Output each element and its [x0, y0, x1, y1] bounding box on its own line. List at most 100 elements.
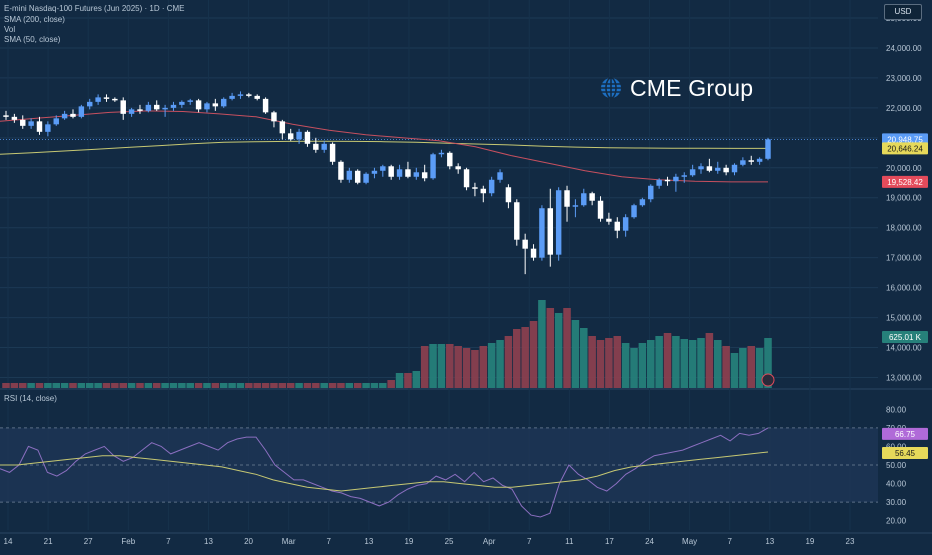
logo-text: CME Group [630, 74, 754, 101]
volume-tag-bg [882, 331, 928, 343]
candle-body [371, 170, 378, 174]
volume-bar [621, 343, 630, 388]
candle-body [36, 121, 43, 132]
time-tick-label: 19 [404, 537, 413, 546]
candle-body [673, 176, 679, 182]
time-tick-label: 25 [445, 537, 454, 546]
candle-body [564, 190, 570, 207]
time-tick-label: 7 [527, 537, 532, 546]
volume-bar [69, 383, 77, 388]
candle-body [70, 113, 76, 117]
candle-body [279, 121, 286, 134]
rsi-tag: 66.75 [895, 430, 916, 439]
volume-bar [697, 338, 705, 388]
volume-bar [345, 383, 354, 388]
volume-bar [479, 346, 488, 388]
volume-bar [462, 348, 471, 388]
price-tick-label: 14,000.00 [886, 344, 922, 353]
volume-bar [420, 346, 429, 388]
time-tick-label: 13 [204, 537, 213, 546]
candle-body [103, 97, 110, 99]
volume-bar [387, 380, 395, 388]
volume-bar [44, 383, 52, 388]
candle-body [195, 100, 202, 110]
volume-bar [429, 344, 437, 388]
price-tick-label: 20,000.00 [886, 164, 922, 173]
candle-body [522, 239, 528, 249]
volume-bar [2, 383, 10, 388]
volume-bar [563, 308, 571, 388]
candlesticks [3, 91, 771, 275]
candle-body [706, 166, 713, 171]
candle-body [254, 95, 260, 99]
candle-body [354, 170, 361, 183]
time-tick-label: 20 [244, 537, 253, 546]
time-tick-label: 23 [846, 537, 855, 546]
volume-bar [161, 383, 169, 388]
volume-bar [672, 336, 680, 388]
volume-bar [471, 350, 479, 388]
candle-body [413, 172, 420, 177]
volume-bar [705, 333, 714, 388]
candle-body [648, 185, 654, 200]
candle-body [271, 112, 277, 122]
time-tick-label: 13 [765, 537, 774, 546]
price-tag-bg [882, 175, 928, 188]
time-tick-label: 27 [84, 537, 93, 546]
rsi-tick-label: 20.00 [886, 517, 907, 526]
price-tick-label: 23,000.00 [886, 74, 922, 83]
volume-bar [245, 383, 253, 388]
candle-body [606, 218, 612, 222]
volume-bar [395, 373, 404, 388]
indicator-sma200-label[interactable]: SMA (200, close) [4, 15, 65, 24]
volume-bar [605, 338, 613, 388]
volume-bar [755, 348, 764, 388]
time-tick-label: 21 [44, 537, 53, 546]
candle-body [438, 152, 445, 155]
indicator-sma50-label[interactable]: SMA (50, close) [4, 35, 61, 44]
price-tick-label: 19,000.00 [886, 194, 922, 203]
rsi-tick-label: 60.00 [886, 442, 907, 451]
rsi-line [0, 427, 769, 518]
time-tick-label: May [682, 537, 697, 546]
candle-body [505, 187, 512, 203]
time-tick-label: 7 [166, 537, 171, 546]
volume-bar [513, 329, 521, 388]
rsi-title[interactable]: RSI (14, close) [4, 394, 57, 403]
price-tick-label: 16,000.00 [886, 284, 922, 293]
candle-body [589, 193, 595, 201]
candle-body [723, 167, 729, 173]
price-tick-label: 18,000.00 [886, 224, 922, 233]
time-tick-label: 24 [645, 537, 654, 546]
candle-body [287, 133, 294, 140]
candle-body [731, 164, 738, 173]
volume-bar [320, 383, 328, 388]
volume-bar [144, 383, 153, 388]
indicator-vol-label[interactable]: Vol [4, 25, 16, 34]
time-tick-label: 7 [327, 537, 332, 546]
volume-bar [60, 383, 69, 388]
volume-bar [136, 383, 144, 388]
candle-body [329, 143, 336, 162]
candle-body [45, 124, 51, 132]
volume-bar [85, 383, 94, 388]
currency-button[interactable]: USD [884, 4, 922, 20]
volume-bar [328, 383, 337, 388]
volume-bar [94, 383, 102, 388]
volume-bar [487, 343, 496, 388]
candle-body [430, 154, 436, 179]
time-tick-label: 19 [805, 537, 814, 546]
candle-body [321, 143, 327, 150]
volume-bar [546, 308, 555, 388]
time-tick-label: Apr [483, 537, 496, 546]
price-tick-label: 22,000.00 [886, 104, 922, 113]
candle-body [20, 119, 26, 126]
globe-icon [601, 77, 621, 99]
volume-bar [312, 383, 320, 388]
price-tag-bg [882, 142, 928, 155]
candle-body [179, 101, 185, 105]
volume-bar [152, 383, 161, 388]
volume-bar [446, 344, 454, 388]
candle-body [262, 98, 269, 113]
